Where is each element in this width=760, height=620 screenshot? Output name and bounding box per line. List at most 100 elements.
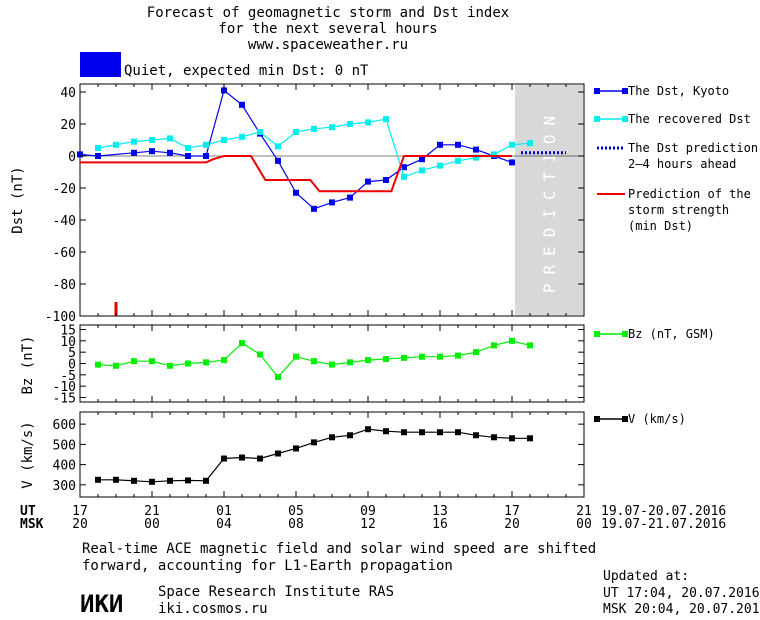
dst-data-point bbox=[293, 189, 299, 196]
dst-data-point bbox=[455, 157, 461, 164]
dst-data-point bbox=[167, 135, 173, 142]
legend-entry-0-0: The Dst, Kyoto bbox=[594, 84, 729, 98]
title-line-1: Forecast of geomagnetic storm and Dst in… bbox=[147, 5, 509, 21]
institute-site: iki.cosmos.ru bbox=[158, 601, 268, 617]
legend-label: The Dst, Kyoto bbox=[628, 84, 729, 98]
legend-entry-1-0: Bz (nT, GSM) bbox=[594, 327, 715, 341]
v-data-point bbox=[365, 426, 371, 433]
bz-ytick-label: 15 bbox=[60, 324, 76, 339]
legend-marker bbox=[594, 416, 600, 422]
dst-data-point bbox=[185, 153, 191, 159]
bz-data-point bbox=[527, 342, 533, 349]
bz-data-point bbox=[293, 353, 299, 360]
bz-data-point bbox=[437, 353, 443, 360]
bz-data-point bbox=[221, 357, 227, 364]
legend-label: The Dst prediction 2–4 hours ahead bbox=[628, 141, 758, 171]
dst-data-point bbox=[149, 148, 155, 155]
dst-data-point bbox=[221, 137, 227, 143]
bz-data-point bbox=[383, 355, 389, 362]
v-data-point bbox=[167, 477, 173, 484]
v-data-point bbox=[257, 455, 263, 462]
institute-name: Space Research Institute RAS bbox=[158, 584, 394, 600]
bz-data-point bbox=[131, 358, 137, 365]
msk-tick-label: 16 bbox=[432, 517, 448, 532]
msk-tick-label: 20 bbox=[72, 517, 88, 532]
msk-tick-label: 00 bbox=[576, 517, 592, 532]
dst-data-point bbox=[509, 159, 515, 166]
legend-marker bbox=[622, 116, 628, 122]
bz-ytick-label: 0 bbox=[68, 358, 76, 373]
updated-msk: MSK 20:04, 20.07.2016 bbox=[603, 602, 760, 617]
dst-data-point bbox=[239, 133, 245, 140]
bz-ytick-label: 10 bbox=[60, 335, 76, 350]
v-data-point bbox=[527, 435, 533, 442]
legend-marker bbox=[594, 116, 600, 122]
dst-data-point bbox=[221, 87, 227, 94]
v-ytick-label: 600 bbox=[53, 418, 76, 433]
bz-data-point bbox=[257, 351, 263, 358]
ut-tick-label: 17 bbox=[504, 504, 520, 519]
title-line-2: for the next several hours bbox=[218, 21, 437, 37]
ut-tick-label: 21 bbox=[144, 504, 160, 519]
legend-label: Bz (nT, GSM) bbox=[628, 327, 715, 341]
prediction-band-label: PREDICTION bbox=[540, 107, 559, 293]
bz-data-point bbox=[509, 337, 515, 344]
dst-ytick-label: -20 bbox=[53, 182, 76, 197]
dst-data-point bbox=[473, 154, 479, 161]
v-data-point bbox=[329, 434, 335, 441]
updated-ut: UT 17:04, 20.07.2016 bbox=[603, 586, 760, 601]
msk-tick-label: 20 bbox=[504, 517, 520, 532]
dst-data-point bbox=[149, 137, 155, 143]
v-y-axis-label: V (km/s) bbox=[20, 421, 36, 488]
ut-tick-label: 09 bbox=[360, 504, 376, 519]
dst-data-point bbox=[185, 145, 191, 151]
footnote-line-2: forward, accounting for L1-Earth propaga… bbox=[82, 558, 453, 574]
msk-tick-label: 04 bbox=[216, 517, 232, 532]
legend-marker bbox=[594, 331, 600, 337]
dst-ytick-label: -100 bbox=[45, 310, 76, 325]
dst-data-point bbox=[203, 153, 209, 159]
bz-data-point bbox=[419, 353, 425, 360]
v-panel bbox=[79, 411, 585, 498]
dst-data-point bbox=[365, 178, 371, 185]
dst-data-point bbox=[509, 141, 515, 148]
v-ytick-label: 300 bbox=[53, 479, 76, 494]
bz-data-point bbox=[167, 362, 173, 369]
legend-entry-2-0: V (km/s) bbox=[594, 412, 686, 426]
bz-ytick-label: -15 bbox=[53, 391, 76, 406]
bz-ytick-label: -5 bbox=[60, 369, 76, 384]
dst-data-point bbox=[347, 194, 353, 201]
ut-tick-label: 13 bbox=[432, 504, 448, 519]
dst-data-point bbox=[203, 141, 209, 148]
dst-data-point bbox=[419, 167, 425, 174]
v-data-point bbox=[185, 477, 191, 484]
dst-data-point bbox=[401, 173, 407, 180]
bz-data-point bbox=[473, 349, 479, 356]
bz-data-point bbox=[149, 358, 155, 365]
dst-data-point bbox=[437, 162, 443, 169]
bz-y-axis-label: Bz (nT) bbox=[20, 335, 36, 394]
bz-data-point bbox=[203, 359, 209, 366]
dst-data-point bbox=[419, 156, 425, 163]
v-data-point bbox=[473, 432, 479, 439]
legend-marker bbox=[622, 88, 628, 94]
bz-data-point bbox=[329, 361, 335, 368]
dst-data-point bbox=[527, 140, 533, 147]
legend-marker bbox=[594, 88, 600, 94]
prediction-band bbox=[515, 85, 583, 315]
dst-data-point bbox=[473, 146, 479, 153]
dst-ytick-label: 40 bbox=[60, 86, 76, 101]
dst-data-point bbox=[401, 164, 407, 171]
legend-entry-0-3: Prediction of the storm strength (min Dst) bbox=[597, 187, 751, 233]
v-data-point bbox=[383, 428, 389, 435]
iki-logo: ИКИ bbox=[80, 590, 123, 618]
v-data-point bbox=[239, 454, 245, 461]
dst-ytick-label: -60 bbox=[53, 246, 76, 261]
dst-data-point bbox=[131, 138, 137, 145]
dst-data-point bbox=[329, 199, 335, 206]
v-data-point bbox=[203, 477, 209, 484]
bz-data-point bbox=[239, 340, 245, 347]
bz-data-point bbox=[185, 360, 191, 367]
footnote-line-1: Real-time ACE magnetic field and solar w… bbox=[82, 541, 596, 557]
dst-data-point bbox=[239, 101, 245, 108]
